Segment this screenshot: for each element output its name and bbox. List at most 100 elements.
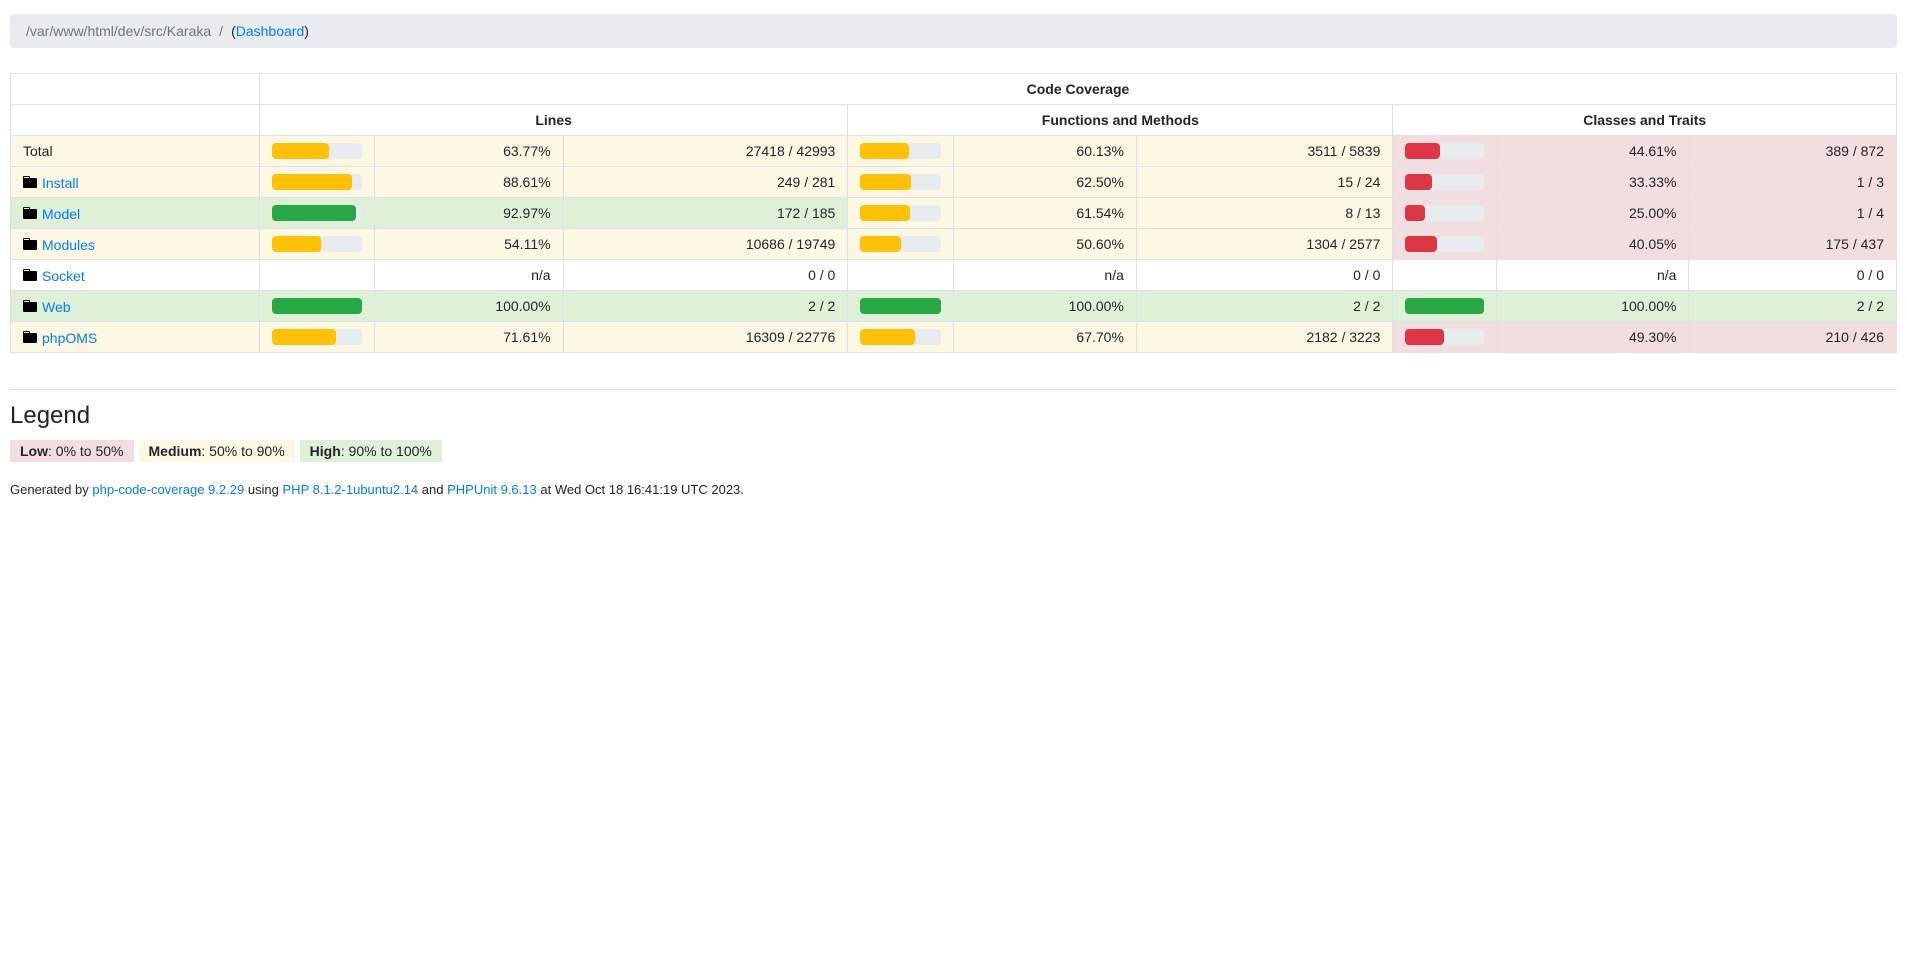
classes-progress-bar [1405,174,1432,190]
classes-ratio: 210 / 426 [1688,321,1897,353]
empty-header-cell [10,104,260,136]
folder-icon [23,268,37,284]
directory-link-modules[interactable]: Modules [42,236,95,253]
lines-bar-cell [258,321,375,353]
table-row: Socket n/a 0 / 0 n/a 0 / 0 n/a 0 / 0 [10,259,1897,291]
classes-progress-track [1405,298,1485,314]
directory-link-socket[interactable]: Socket [42,267,85,284]
lines-bar-cell [258,197,375,229]
classes-bar-cell [1392,135,1498,167]
directory-link-model[interactable]: Model [42,205,81,222]
functions-percent: 61.54% [952,197,1137,229]
classes-percent: 49.30% [1496,321,1690,353]
lines-progress-bar [271,329,337,345]
lines-percent: 100.00% [373,290,564,322]
classes-progress-bar [1405,236,1437,252]
functions-ratio: 8 / 13 [1135,197,1394,229]
functions-percent: 62.50% [952,166,1137,198]
item-name-cell: Socket [10,259,260,291]
classes-percent: 100.00% [1496,290,1690,322]
lines-percent: 92.97% [373,197,564,229]
legend-chip-medium: Medium: 50% to 90% [138,440,295,462]
phpunit-version-link[interactable]: PHPUnit 9.6.13 [447,482,537,497]
php-code-coverage-link[interactable]: php-code-coverage 9.2.29 [92,482,245,497]
generated-and: and [421,482,444,497]
lines-percent: 63.77% [373,135,564,167]
item-name-cell: Web [10,290,260,322]
lines-ratio: 10686 / 19749 [562,228,849,260]
functions-bar-cell [847,135,954,167]
table-row: Modules 54.11% 10686 / 19749 50.60% 1304 / 2… [10,228,1897,260]
table-row: Total 63.77% 27418 / 42993 60.13% 3511 / 583… [10,135,1897,167]
table-row: Install 88.61% 249 / 281 62.50% 15 / 24 33.33… [10,166,1897,198]
lines-ratio: 249 / 281 [562,166,849,198]
lines-bar-cell [258,228,375,260]
lines-progress-bar [271,174,352,190]
lines-ratio: 27418 / 42993 [562,135,849,167]
lines-progress-bar [271,143,330,159]
generated-line: Generated by php-code-coverage 9.2.29 us… [10,482,1897,497]
directory-link-phpoms[interactable]: phpOMS [42,329,98,346]
column-header-functions: Functions and Methods [847,104,1394,136]
folder-icon [23,237,37,253]
divider [10,389,1897,390]
lines-bar-cell [258,135,375,167]
legend-heading: Legend [10,402,91,429]
functions-percent: 67.70% [952,321,1137,353]
functions-percent: 50.60% [952,228,1137,260]
classes-ratio: 389 / 872 [1688,135,1897,167]
classes-bar-cell [1392,166,1498,198]
breadcrumb-dashboard-item: (Dashboard) [211,23,309,39]
classes-bar-cell [1392,259,1498,291]
classes-progress-bar [1405,298,1485,314]
lines-percent: 71.61% [373,321,564,353]
folder-icon [23,175,37,191]
classes-percent: n/a [1496,259,1690,291]
functions-percent: 60.13% [952,135,1137,167]
php-version-link[interactable]: PHP 8.1.2-1ubuntu2.14 [282,482,419,497]
classes-percent: 33.33% [1496,166,1690,198]
lines-progress-track [271,174,362,190]
table-row: Web 100.00% 2 / 2 100.00% 2 / 2 100.00% 2 / 2 [10,290,1897,322]
lines-progress-bar [271,205,356,221]
item-name-cell: Install [10,166,260,198]
lines-ratio: 16309 / 22776 [562,321,849,353]
lines-progress-bar [271,298,362,314]
item-name-cell: Model [10,197,260,229]
table-title-row: Code Coverage [10,73,1898,105]
classes-progress-bar [1405,329,1445,345]
table-row: Model 92.97% 172 / 185 61.54% 8 / 13 25.00% 1 … [10,197,1897,229]
breadcrumb-path: /var/www/html/dev/src/Karaka [26,23,212,39]
classes-ratio: 2 / 2 [1688,290,1897,322]
lines-ratio: 172 / 185 [562,197,849,229]
report-footer: Legend Low: 0% to 50% Medium: 50% to 90% H… [10,389,1897,497]
functions-ratio: 2182 / 3223 [1135,321,1394,353]
functions-progress-bar [860,298,941,314]
functions-progress-bar [860,143,909,159]
lines-progress-track [271,143,362,159]
lines-progress-track [271,205,362,221]
classes-ratio: 1 / 4 [1688,197,1897,229]
directory-link-web[interactable]: Web [42,298,71,315]
directory-link-install[interactable]: Install [42,174,79,191]
functions-bar-cell [847,228,954,260]
functions-ratio: 3511 / 5839 [1135,135,1394,167]
lines-ratio: 0 / 0 [562,259,849,291]
coverage-table: Code Coverage Lines Functions and Method… [10,73,1898,353]
item-name-cell: Total [10,135,260,167]
dashboard-link[interactable]: Dashboard [235,23,305,39]
classes-ratio: 175 / 437 [1688,228,1897,260]
row-label-total: Total [23,143,53,159]
lines-bar-cell [258,166,375,198]
classes-progress-bar [1405,143,1441,159]
classes-progress-track [1405,174,1485,190]
functions-progress-track [860,174,941,190]
functions-percent: n/a [952,259,1137,291]
classes-progress-bar [1405,205,1426,221]
functions-progress-track [860,298,941,314]
lines-progress-track [271,298,362,314]
folder-icon [23,299,37,315]
classes-bar-cell [1392,197,1498,229]
classes-bar-cell [1392,228,1498,260]
legend: Low: 0% to 50% Medium: 50% to 90% High: 90… [10,440,1897,462]
